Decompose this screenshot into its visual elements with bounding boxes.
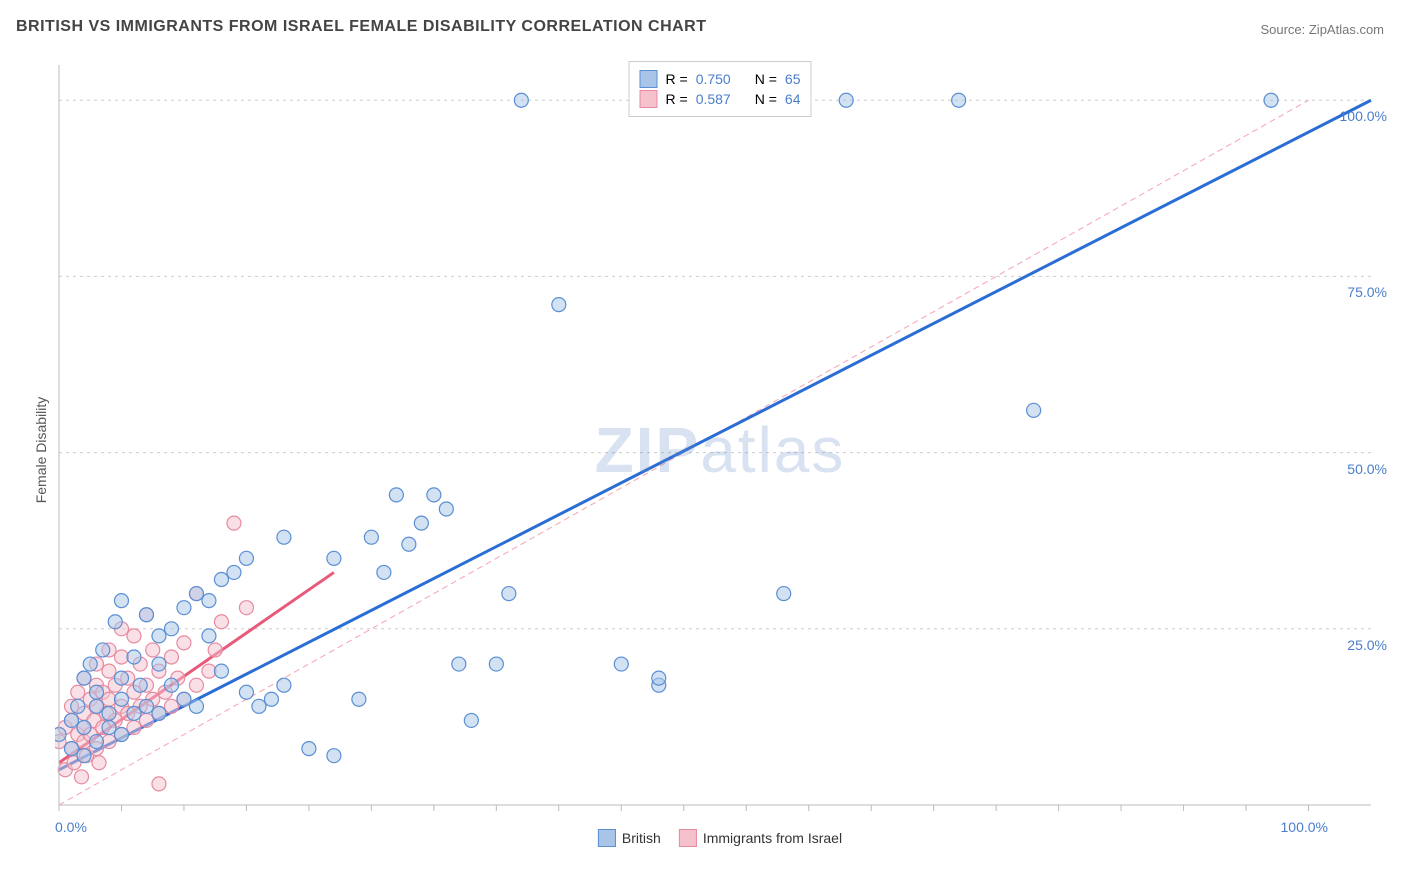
legend-item-british: British bbox=[598, 829, 661, 847]
y-tick-label: 75.0% bbox=[1347, 284, 1387, 300]
legend-label: British bbox=[622, 830, 661, 846]
r-value: 0.750 bbox=[696, 71, 731, 87]
x-tick-label: 0.0% bbox=[55, 819, 87, 835]
x-tick-label: 100.0% bbox=[1281, 819, 1328, 835]
swatch-israel bbox=[679, 829, 697, 847]
n-label: N = bbox=[755, 91, 777, 107]
y-tick-label: 50.0% bbox=[1347, 461, 1387, 477]
source-attribution: Source: ZipAtlas.com bbox=[1260, 22, 1384, 37]
n-value: 64 bbox=[785, 91, 801, 107]
r-value: 0.587 bbox=[696, 91, 731, 107]
y-tick-label: 25.0% bbox=[1347, 637, 1387, 653]
swatch-british bbox=[598, 829, 616, 847]
chart-title: BRITISH VS IMMIGRANTS FROM ISRAEL FEMALE… bbox=[16, 18, 707, 36]
swatch-israel bbox=[640, 90, 658, 108]
swatch-british bbox=[640, 70, 658, 88]
series-legend: British Immigrants from Israel bbox=[598, 829, 842, 847]
legend-item-israel: Immigrants from Israel bbox=[679, 829, 842, 847]
r-label: R = bbox=[666, 91, 688, 107]
n-label: N = bbox=[755, 71, 777, 87]
chart-area: Female Disability ZIPatlas R = 0.750 N =… bbox=[55, 55, 1385, 845]
scatter-plot bbox=[55, 55, 1385, 845]
stats-legend: R = 0.750 N = 65 R = 0.587 N = 64 bbox=[629, 61, 812, 117]
r-label: R = bbox=[666, 71, 688, 87]
n-value: 65 bbox=[785, 71, 801, 87]
y-tick-label: 100.0% bbox=[1340, 108, 1387, 124]
stats-row-israel: R = 0.587 N = 64 bbox=[640, 90, 801, 108]
stats-row-british: R = 0.750 N = 65 bbox=[640, 70, 801, 88]
legend-label: Immigrants from Israel bbox=[703, 830, 842, 846]
y-axis-label: Female Disability bbox=[33, 397, 49, 504]
